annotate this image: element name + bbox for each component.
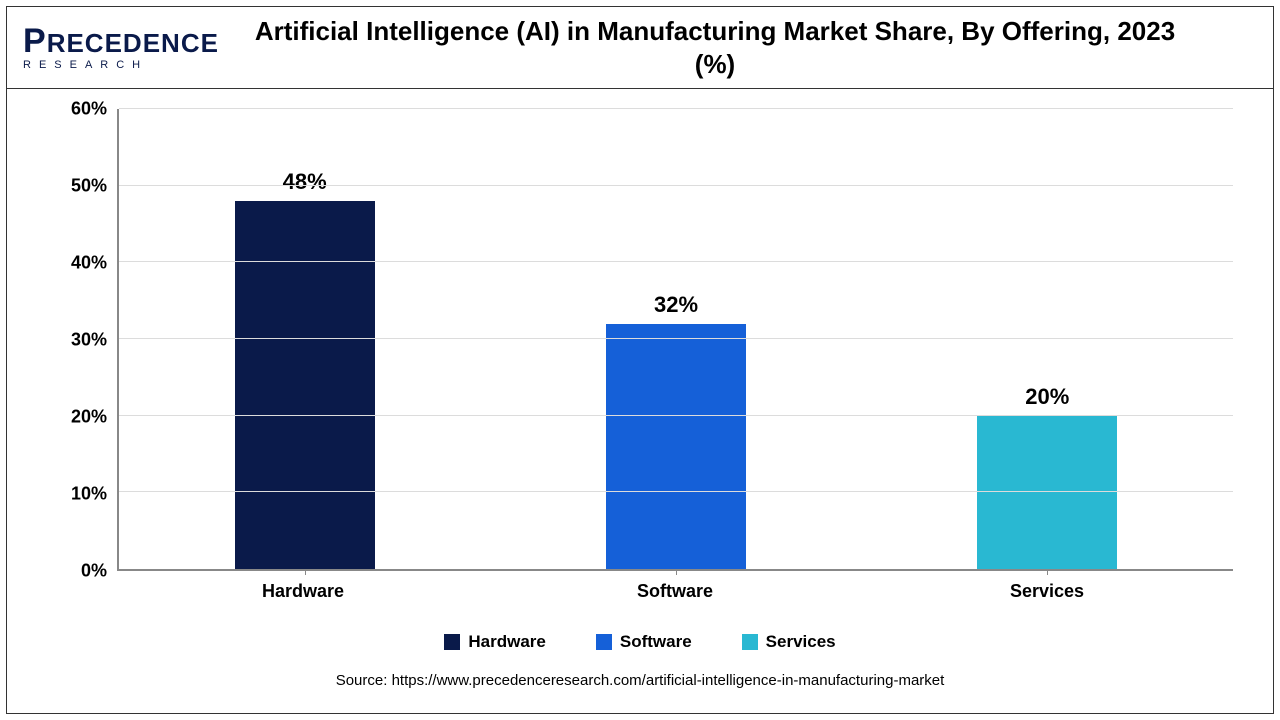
legend-item: Hardware — [444, 632, 545, 652]
bar-slot: 20% — [862, 109, 1233, 569]
y-axis: 0%10%20%30%40%50%60% — [47, 109, 117, 571]
legend-swatch — [444, 634, 460, 650]
x-axis-labels: HardwareSoftwareServices — [117, 581, 1233, 602]
chart-title: Artificial Intelligence (AI) in Manufact… — [233, 15, 1257, 80]
grid-line — [119, 491, 1233, 492]
logo-letter: P — [23, 22, 47, 60]
logo-word: RECEDENCE — [47, 28, 219, 58]
bar-slot: 32% — [490, 109, 861, 569]
bar — [235, 201, 375, 569]
grid-line — [119, 185, 1233, 186]
bar-slot: 48% — [119, 109, 490, 569]
legend-label: Software — [620, 632, 692, 652]
plot-wrap: 0%10%20%30%40%50%60% 48%32%20% — [47, 109, 1233, 571]
y-tick-label: 30% — [71, 330, 107, 351]
chart-area: 0%10%20%30%40%50%60% 48%32%20% HardwareS… — [7, 89, 1273, 713]
legend-swatch — [742, 634, 758, 650]
bar — [606, 324, 746, 569]
legend-label: Services — [766, 632, 836, 652]
bars-container: 48% 32% 20% — [119, 109, 1233, 569]
grid-line — [119, 338, 1233, 339]
header: PRECEDENCE RESEARCH Artificial Intellige… — [7, 7, 1273, 89]
y-tick-label: 10% — [71, 484, 107, 505]
legend-label: Hardware — [468, 632, 545, 652]
source-text: Source: https://www.precedenceresearch.c… — [47, 672, 1233, 689]
legend: Hardware Software Services — [47, 632, 1233, 652]
x-axis-label: Services — [861, 581, 1233, 602]
logo-subtext: RESEARCH — [23, 60, 233, 71]
x-axis-label: Hardware — [117, 581, 489, 602]
logo: PRECEDENCE RESEARCH — [23, 24, 233, 71]
y-tick-label: 20% — [71, 407, 107, 428]
grid-line — [119, 415, 1233, 416]
grid-line — [119, 261, 1233, 262]
x-axis-label: Software — [489, 581, 861, 602]
legend-item: Software — [596, 632, 692, 652]
bar-value-label: 20% — [1025, 384, 1069, 410]
grid-line — [119, 108, 1233, 109]
chart-frame: PRECEDENCE RESEARCH Artificial Intellige… — [6, 6, 1274, 714]
y-tick-label: 60% — [71, 99, 107, 120]
plot: 48% 32% 20% — [117, 109, 1233, 571]
bar-value-label: 32% — [654, 292, 698, 318]
y-tick-label: 0% — [81, 561, 107, 582]
legend-item: Services — [742, 632, 836, 652]
y-tick-label: 40% — [71, 253, 107, 274]
bar-value-label: 48% — [283, 169, 327, 195]
legend-swatch — [596, 634, 612, 650]
y-tick-label: 50% — [71, 176, 107, 197]
